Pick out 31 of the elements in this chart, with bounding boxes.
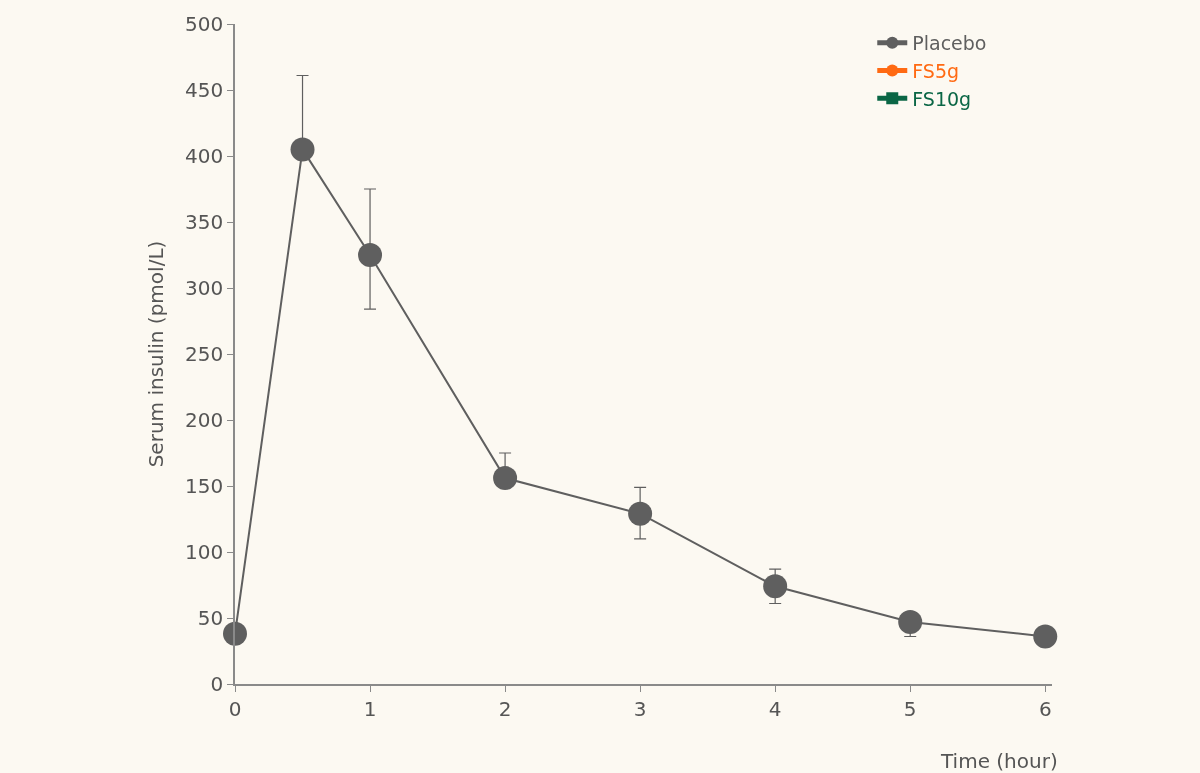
x-tick-label: 1 (363, 696, 377, 721)
y-tick-label: 500 (185, 12, 224, 36)
point (763, 574, 788, 599)
x-axis-title: Time (hour) (940, 749, 1058, 773)
x-tick-label: 2 (498, 696, 512, 721)
point (358, 243, 383, 267)
x-tick-label: 4 (768, 696, 782, 721)
y-tick-label: 450 (185, 78, 224, 102)
y-axis-title: Serum insulin (pmol/L) (144, 240, 169, 468)
point (628, 501, 653, 526)
point (493, 466, 518, 491)
y-tick-label: 150 (185, 474, 224, 498)
y-tick-label: 100 (185, 540, 224, 564)
x-tick-label: 3 (633, 696, 647, 721)
legend-label: FS5g (912, 59, 960, 82)
legend-label: FS10g (912, 87, 972, 110)
point (898, 609, 923, 634)
y-tick-label: 0 (210, 672, 224, 696)
x-tick-label: 5 (903, 696, 917, 721)
point (290, 137, 315, 162)
x-tick-label: 0 (228, 696, 242, 721)
y-tick-label: 50 (197, 606, 224, 630)
legend-label: Placebo (912, 32, 987, 55)
y-tick-label: 250 (185, 342, 224, 366)
y-tick-label: 200 (185, 408, 224, 432)
y-tick-label: 400 (185, 144, 224, 168)
point (1033, 624, 1058, 649)
x-tick-label: 6 (1038, 696, 1052, 721)
y-tick-label: 350 (185, 210, 224, 234)
y-tick-label: 300 (185, 276, 224, 300)
point (223, 621, 247, 646)
